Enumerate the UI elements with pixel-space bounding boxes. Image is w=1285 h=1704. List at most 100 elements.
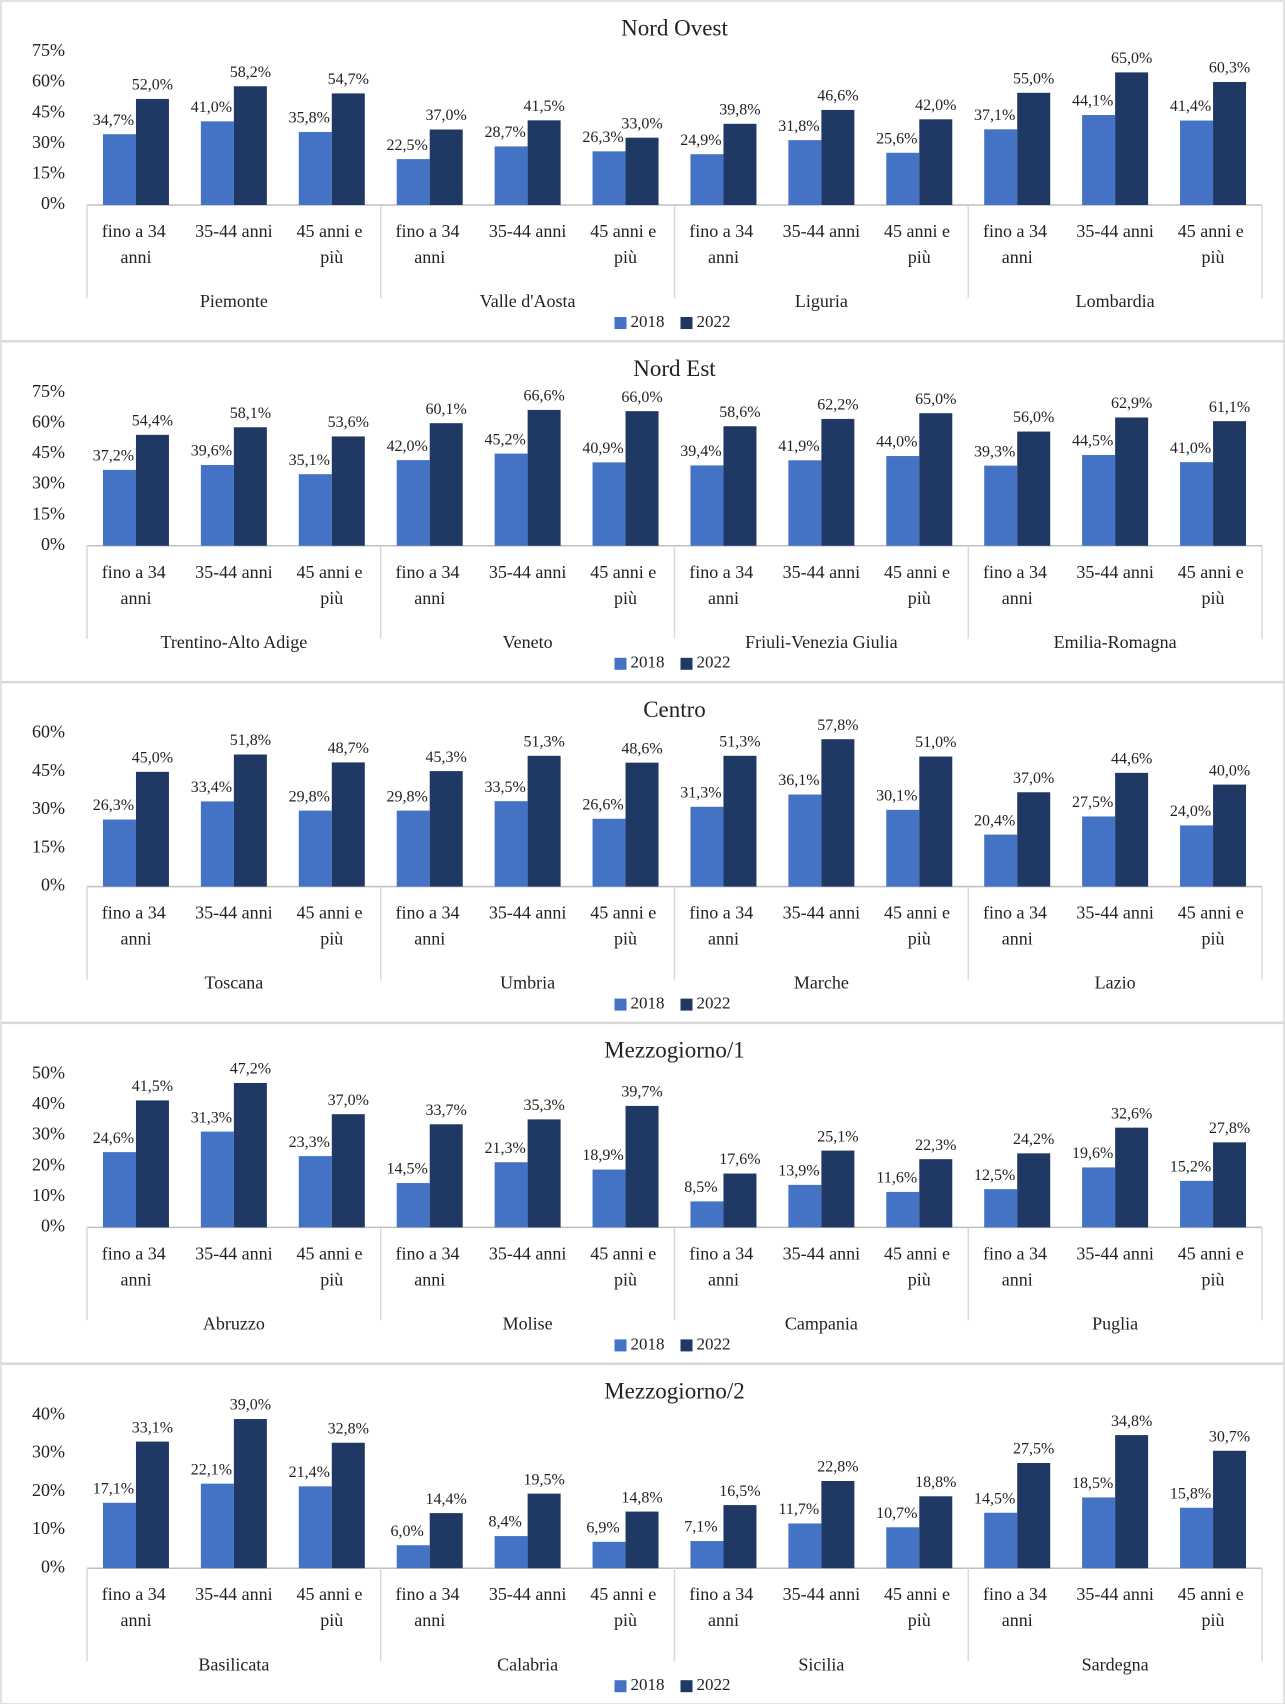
x-tick-label: 35-44 anni xyxy=(1076,562,1153,582)
bar xyxy=(102,1502,136,1569)
legend-label: 2022 xyxy=(697,1675,731,1694)
bar xyxy=(135,1441,169,1569)
group-label: Trentino-Alto Adige xyxy=(160,632,307,652)
value-label: 39,0% xyxy=(230,1397,271,1414)
x-tick-label: fino a 34 anni xyxy=(689,221,757,267)
value-label: 22,1% xyxy=(191,1461,232,1478)
y-tick-label: 30% xyxy=(32,473,65,493)
legend-swatch xyxy=(680,657,693,670)
bar xyxy=(1017,431,1051,546)
bar xyxy=(1213,1142,1247,1228)
x-tick-label: 45 anni e più xyxy=(590,903,660,949)
value-label: 58,1% xyxy=(230,405,271,422)
x-tick-label: fino a 34 anni xyxy=(395,903,463,949)
value-label: 60,1% xyxy=(426,401,467,418)
bar xyxy=(331,762,365,887)
bar xyxy=(494,801,528,887)
bar xyxy=(527,1119,561,1228)
group-label: Calabria xyxy=(497,1654,558,1674)
bar xyxy=(1180,1180,1214,1228)
value-label: 41,5% xyxy=(523,98,564,115)
y-tick-label: 45% xyxy=(32,760,65,780)
bar xyxy=(527,120,561,205)
bar xyxy=(723,1173,757,1228)
x-tick-label: fino a 34 anni xyxy=(395,562,463,608)
bar xyxy=(919,1496,953,1569)
bar xyxy=(494,1162,528,1228)
bar xyxy=(1115,72,1149,206)
group-label: Basilicata xyxy=(198,1654,269,1674)
x-tick-label: 35-44 anni xyxy=(1076,903,1153,923)
value-label: 56,0% xyxy=(1013,409,1054,426)
value-label: 6,9% xyxy=(586,1519,619,1536)
x-tick-label: 35-44 anni xyxy=(1076,1584,1153,1604)
value-label: 11,6% xyxy=(876,1170,917,1187)
value-label: 14,4% xyxy=(426,1491,467,1508)
value-label: 66,0% xyxy=(621,389,662,406)
value-label: 42,0% xyxy=(387,438,428,455)
value-label: 37,1% xyxy=(974,107,1015,124)
bar xyxy=(821,1480,855,1569)
y-tick-label: 30% xyxy=(32,1124,65,1144)
bar xyxy=(788,1523,822,1569)
value-label: 66,6% xyxy=(523,388,564,405)
bar xyxy=(1213,1450,1247,1569)
bar xyxy=(592,818,626,887)
value-label: 11,7% xyxy=(779,1501,820,1518)
bar xyxy=(233,1419,267,1569)
legend-label: 2018 xyxy=(631,994,665,1013)
bar xyxy=(331,1442,365,1569)
x-tick-label: fino a 34 anni xyxy=(102,562,170,608)
x-tick-label: 45 anni e più xyxy=(884,221,954,267)
y-tick-label: 10% xyxy=(32,1518,65,1538)
bar xyxy=(984,1512,1018,1569)
value-label: 54,7% xyxy=(328,71,369,88)
value-label: 37,0% xyxy=(1013,770,1054,787)
x-tick-label: fino a 34 anni xyxy=(983,221,1051,267)
value-label: 34,7% xyxy=(93,112,134,129)
value-label: 44,6% xyxy=(1111,751,1152,768)
value-label: 8,5% xyxy=(684,1179,717,1196)
x-tick-label: fino a 34 anni xyxy=(395,1244,463,1290)
y-tick-label: 75% xyxy=(32,381,65,401)
x-tick-label: 45 anni e più xyxy=(884,1244,954,1290)
x-tick-label: 35-44 anni xyxy=(489,1244,566,1264)
value-label: 28,7% xyxy=(484,124,525,141)
chart-title: Nord Ovest xyxy=(621,15,728,40)
y-tick-label: 60% xyxy=(32,722,65,742)
panel-border xyxy=(0,681,1285,1024)
value-label: 39,8% xyxy=(719,101,760,118)
value-label: 6,0% xyxy=(391,1523,424,1540)
x-tick-label: 35-44 anni xyxy=(195,1244,272,1264)
legend-label: 2018 xyxy=(631,1675,665,1694)
x-tick-label: fino a 34 anni xyxy=(983,1584,1051,1630)
bar xyxy=(1017,92,1051,205)
bar xyxy=(1082,1497,1116,1569)
legend-swatch xyxy=(680,1680,693,1693)
value-label: 52,0% xyxy=(132,77,173,94)
x-tick-label: 45 anni e più xyxy=(590,562,660,608)
value-label: 41,9% xyxy=(778,438,819,455)
bar xyxy=(1213,81,1247,205)
group-label: Puglia xyxy=(1092,1314,1138,1334)
value-label: 51,0% xyxy=(915,734,956,751)
value-label: 41,0% xyxy=(1170,440,1211,457)
x-tick-label: 35-44 anni xyxy=(1076,221,1153,241)
x-tick-label: 45 anni e più xyxy=(297,903,367,949)
x-tick-label: 45 anni e più xyxy=(297,562,367,608)
value-label: 48,7% xyxy=(328,740,369,757)
x-tick-label: fino a 34 anni xyxy=(689,1244,757,1290)
value-label: 30,7% xyxy=(1209,1428,1250,1445)
bar xyxy=(690,465,724,546)
bar xyxy=(298,1156,332,1228)
value-label: 33,0% xyxy=(621,115,662,132)
bar xyxy=(723,123,757,205)
value-label: 26,3% xyxy=(93,797,134,814)
value-label: 18,5% xyxy=(1072,1475,1113,1492)
bar xyxy=(1180,120,1214,205)
value-label: 65,0% xyxy=(1111,50,1152,67)
y-tick-label: 15% xyxy=(32,503,65,523)
bar xyxy=(135,98,169,205)
bar xyxy=(494,1536,528,1569)
legend-label: 2022 xyxy=(697,994,731,1013)
